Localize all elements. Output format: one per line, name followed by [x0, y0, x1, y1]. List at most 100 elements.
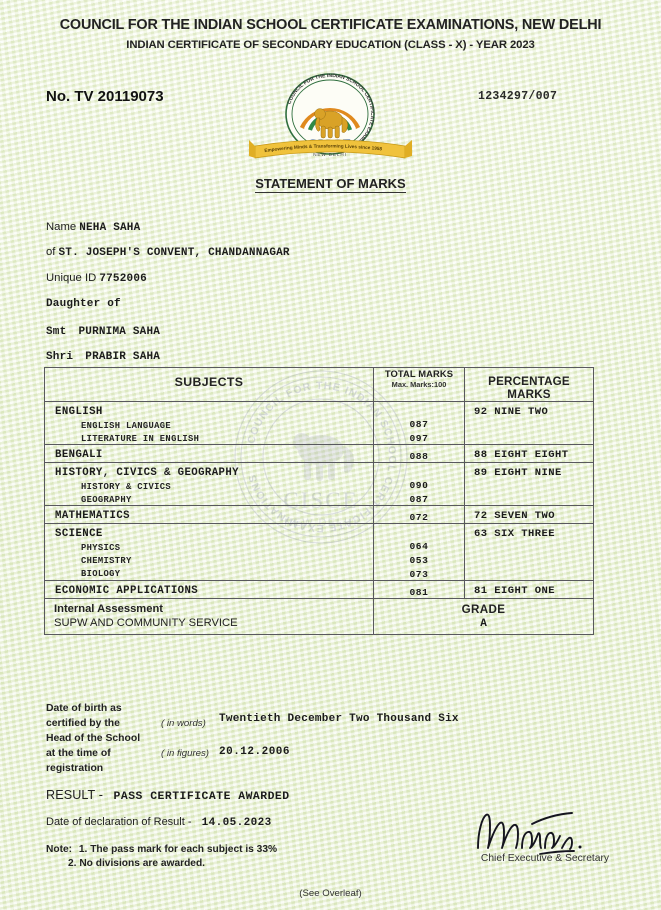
- total-marks-cell: 064 053 073: [373, 523, 465, 581]
- note-item-1: 1. The pass mark for each subject is 33%: [78, 844, 278, 855]
- subject-name: ECONOMIC APPLICATIONS: [55, 585, 199, 597]
- percentage-cell: 88 EIGHT EIGHT: [464, 444, 594, 463]
- father-row: Shri PRABIR SAHA: [46, 350, 160, 363]
- table-row: MATHEMATICS 072 72 SEVEN TWO: [44, 505, 594, 524]
- header-percentage-text: PERCENTAGE MARKS: [488, 375, 570, 401]
- table-row: BENGALI 088 88 EIGHT EIGHT: [44, 444, 594, 463]
- dob-in-words-value: Twentieth December Two Thousand Six: [219, 713, 459, 725]
- percentage-value: 89 EIGHT NINE: [474, 467, 562, 479]
- component-mark: 090: [409, 480, 429, 491]
- subject-cell: HISTORY, CIVICS & GEOGRAPHY HISTORY & CIV…: [44, 462, 374, 506]
- notes-block: Note: 1. The pass mark for each subject …: [46, 843, 277, 870]
- name-label: Name: [46, 221, 77, 233]
- exam-subtitle: INDIAN CERTIFICATE OF SECONDARY EDUCATIO…: [126, 39, 535, 51]
- statement-title-text: STATEMENT OF MARKS: [255, 176, 406, 193]
- result-value: PASS CERTIFICATE AWARDED: [113, 791, 290, 803]
- mother-name: PURNIMA SAHA: [78, 326, 161, 338]
- internal-assessment-activity: SUPW AND COMMUNITY SERVICE: [54, 617, 238, 629]
- grade-label: GRADE: [461, 603, 506, 616]
- relation-label: Daughter of: [46, 298, 121, 310]
- subject-mark: 072: [409, 512, 429, 523]
- serial-number: No. TV 20119073: [46, 88, 164, 105]
- percentage-value: 63 SIX THREE: [474, 528, 556, 540]
- subject-cell: MATHEMATICS: [44, 505, 374, 524]
- subject-cell: SCIENCE PHYSICS CHEMISTRY BIOLOGY: [44, 523, 374, 581]
- percentage-cell: 72 SEVEN TWO: [464, 505, 594, 524]
- in-figures-label: ( in figures): [161, 748, 209, 759]
- name-value: NEHA SAHA: [79, 222, 141, 234]
- candidate-name-row: Name NEHA SAHA: [46, 221, 140, 234]
- mother-row: Smt PURNIMA SAHA: [46, 325, 160, 338]
- percentage-value: 88 EIGHT EIGHT: [474, 449, 569, 461]
- total-marks-cell: 087 097: [373, 401, 465, 445]
- header-percentage-marks: PERCENTAGE MARKS: [464, 367, 594, 402]
- component-mark: 097: [409, 433, 429, 444]
- component-mark: 087: [409, 419, 429, 430]
- grade-value: A: [480, 618, 487, 630]
- father-title: Shri: [46, 351, 74, 363]
- school-value: ST. JOSEPH'S CONVENT, CHANDANNAGAR: [58, 247, 290, 259]
- subject-name: BENGALI: [55, 449, 103, 461]
- mother-title: Smt: [46, 326, 67, 338]
- grade-cell: GRADE A: [373, 598, 594, 635]
- table-header-row: SUBJECTS TOTAL MARKS Max. Marks:100 PERC…: [44, 367, 594, 402]
- table-row: HISTORY, CIVICS & GEOGRAPHY HISTORY & CIV…: [44, 462, 594, 506]
- marks-table: SUBJECTS TOTAL MARKS Max. Marks:100 PERC…: [44, 367, 594, 635]
- table-row: ENGLISH ENGLISH LANGUAGE LITERATURE IN ENG…: [44, 401, 594, 445]
- subject-cell: BENGALI: [44, 444, 374, 463]
- page-title: COUNCIL FOR THE INDIAN SCHOOL CERTIFICAT…: [59, 17, 602, 33]
- header-total-marks: TOTAL MARKS Max. Marks:100: [373, 367, 465, 402]
- dob-line-5: registration: [46, 763, 104, 774]
- percentage-cell: 81 EIGHT ONE: [464, 580, 594, 599]
- subject-name: HISTORY, CIVICS & GEOGRAPHY: [55, 467, 239, 479]
- signature-caption: Chief Executive & Secretary: [480, 853, 610, 864]
- candidate-uid-row: Unique ID 7752006: [46, 272, 147, 285]
- subject-name: SCIENCE: [55, 528, 103, 540]
- certificate-number: 1234297/007: [478, 90, 558, 103]
- result-row: RESULT - PASS CERTIFICATE AWARDED: [46, 788, 290, 803]
- declaration-date: 14.05.2023: [201, 817, 272, 829]
- subject-component-name: BIOLOGY: [81, 569, 121, 579]
- notes-first-line: Note: 1. The pass mark for each subject …: [46, 843, 277, 857]
- declaration-row: Date of declaration of Result - 14.05.20…: [46, 816, 272, 829]
- component-mark: 053: [409, 555, 429, 566]
- candidate-school-row: of ST. JOSEPH'S CONVENT, CHANDANNAGAR: [46, 246, 290, 259]
- total-marks-cell: 081: [373, 580, 465, 599]
- in-words-label: ( in words): [161, 718, 206, 729]
- dob-line-4: at the time of: [46, 748, 111, 759]
- internal-assessment-row: Internal Assessment SUPW AND COMMUNITY SE…: [44, 598, 594, 635]
- subject-name: ENGLISH: [55, 406, 103, 418]
- uid-label: Unique ID: [46, 272, 97, 284]
- subject-cell: ENGLISH ENGLISH LANGUAGE LITERATURE IN ENG…: [44, 401, 374, 445]
- table-row: ECONOMIC APPLICATIONS 081 81 EIGHT ONE: [44, 580, 594, 599]
- subject-cell: ECONOMIC APPLICATIONS: [44, 580, 374, 599]
- father-name: PRABIR SAHA: [85, 351, 161, 363]
- uid-value: 7752006: [99, 273, 147, 285]
- component-mark: 073: [409, 569, 429, 580]
- declaration-label: Date of declaration of Result -: [46, 816, 192, 828]
- dob-line-1: Date of birth as: [46, 703, 122, 714]
- total-marks-cell: 088: [373, 444, 465, 463]
- subject-name: MATHEMATICS: [55, 510, 130, 522]
- subject-mark: 088: [409, 451, 429, 462]
- subject-component-name: ENGLISH LANGUAGE: [81, 421, 172, 431]
- percentage-value: 72 SEVEN TWO: [474, 510, 556, 522]
- subject-component-name: HISTORY & CIVICS: [81, 482, 172, 492]
- notes-prefix: Note:: [46, 844, 73, 855]
- header-subjects-text: SUBJECTS: [174, 375, 244, 389]
- component-mark: 064: [409, 541, 429, 552]
- header-subjects: SUBJECTS: [44, 367, 374, 402]
- marks-spacer: [374, 463, 464, 477]
- percentage-cell: 92 NINE TWO: [464, 401, 594, 445]
- percentage-cell: 63 SIX THREE: [464, 523, 594, 581]
- see-overleaf-note: (See Overleaf): [299, 888, 362, 899]
- school-label: of: [46, 246, 56, 258]
- total-marks-cell: 090 087: [373, 462, 465, 506]
- subject-component-name: LITERATURE IN ENGLISH: [81, 434, 200, 444]
- internal-assessment-label: Internal Assessment: [54, 603, 164, 615]
- percentage-value: 81 EIGHT ONE: [474, 585, 556, 597]
- note-item-2: 2. No divisions are awarded.: [68, 857, 206, 869]
- subject-component-name: GEOGRAPHY: [81, 495, 132, 505]
- dob-line-3: Head of the School: [46, 733, 141, 744]
- subject-mark: 081: [409, 587, 429, 598]
